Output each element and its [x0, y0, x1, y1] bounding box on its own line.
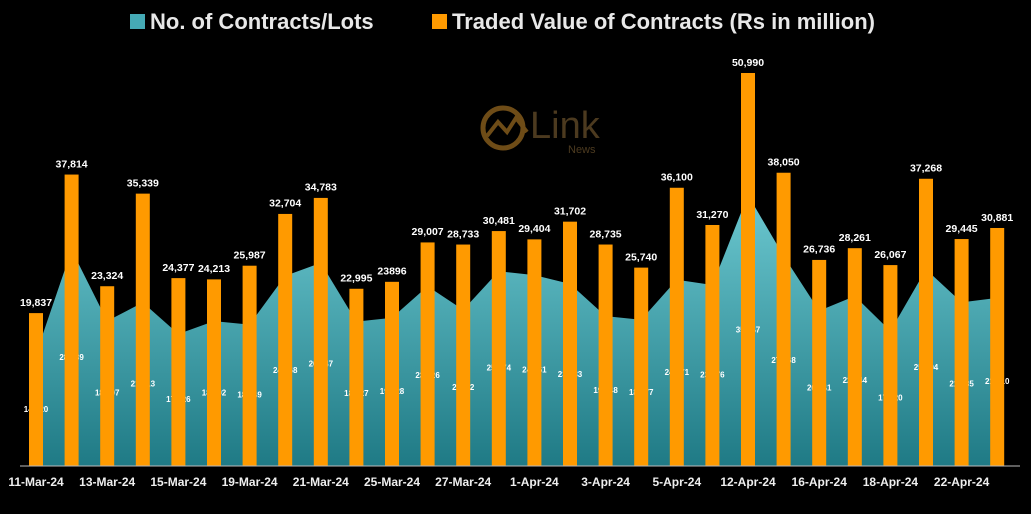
x-tick-label: 21-Mar-24 — [293, 475, 349, 489]
bar-value-label: 22,995 — [340, 273, 372, 285]
bar-value-label: 38,050 — [768, 157, 800, 169]
bar-value-label: 37,268 — [910, 163, 942, 175]
x-tick-label: 19-Mar-24 — [222, 475, 278, 489]
bar-value-label: 25,987 — [234, 249, 266, 261]
x-tick-label: 3-Apr-24 — [581, 475, 630, 489]
bar — [883, 265, 898, 466]
x-tick-label: 1-Apr-24 — [510, 475, 559, 489]
bar — [598, 244, 613, 466]
bar-value-label: 23,324 — [91, 270, 123, 282]
bar — [420, 242, 435, 466]
x-tick-label: 16-Apr-24 — [792, 475, 848, 489]
bar — [171, 278, 186, 466]
bar — [135, 193, 150, 466]
bar — [385, 281, 399, 466]
bar-value-label: 19,837 — [20, 297, 52, 309]
x-tick-label: 11-Mar-24 — [8, 475, 64, 489]
bar — [64, 174, 79, 466]
x-tick-label: 25-Mar-24 — [364, 475, 420, 489]
legend-label: Traded Value of Contracts (Rs in million… — [452, 9, 875, 34]
bar — [491, 231, 506, 466]
bar-value-label: 50,990 — [732, 57, 764, 69]
bar-value-label: 24,377 — [162, 262, 194, 274]
x-tick-label: 22-Apr-24 — [934, 475, 990, 489]
logo-sub: News — [568, 144, 596, 156]
bar — [100, 286, 115, 466]
bar — [990, 227, 1005, 466]
bar-value-label: 26,736 — [803, 244, 835, 256]
bar — [812, 259, 827, 466]
bar — [242, 265, 257, 466]
watermark: Link News — [480, 105, 601, 156]
bar-value-label: 23896 — [377, 266, 406, 278]
x-tick-label: 5-Apr-24 — [652, 475, 701, 489]
bar — [207, 279, 221, 466]
logo-text: Link — [530, 105, 601, 147]
area — [36, 195, 998, 467]
bar-value-label: 35,339 — [127, 177, 159, 189]
x-tick-label: 13-Mar-24 — [79, 475, 135, 489]
bar-value-label: 28,735 — [590, 228, 622, 240]
bar-value-label: 29,404 — [518, 223, 550, 235]
bar-value-label: 29,445 — [946, 223, 978, 235]
legend-label: No. of Contracts/Lots — [150, 9, 374, 34]
bar-value-label: 25,740 — [625, 251, 657, 263]
bar-value-label: 29,007 — [412, 226, 444, 238]
bar-value-label: 28,733 — [447, 228, 479, 240]
bar — [527, 239, 542, 466]
bar — [563, 221, 577, 466]
bar — [705, 224, 720, 466]
bar-value-label: 28,261 — [839, 232, 871, 244]
bar — [776, 172, 791, 466]
bar — [954, 239, 969, 466]
x-tick-label: 18-Apr-24 — [863, 475, 919, 489]
bar — [847, 248, 862, 466]
bar — [313, 197, 328, 466]
x-tick-label: 15-Mar-24 — [150, 475, 206, 489]
bar — [29, 313, 43, 466]
bar — [456, 244, 471, 466]
bar-value-label: 26,067 — [874, 249, 906, 261]
bar-value-label: 32,704 — [269, 198, 301, 210]
bar — [669, 187, 684, 466]
bar — [919, 178, 933, 466]
bar-value-label: 34,783 — [305, 182, 337, 194]
x-tick-label: 12-Apr-24 — [720, 475, 776, 489]
bar — [349, 288, 364, 466]
logo-line — [485, 114, 529, 138]
bar — [278, 213, 293, 466]
bar-value-label: 30,481 — [483, 215, 515, 227]
bar-value-label: 30,881 — [981, 212, 1013, 224]
bar-value-label: 24,213 — [198, 263, 230, 275]
bar-value-label: 31,270 — [696, 209, 728, 221]
bar-value-label: 36,100 — [661, 172, 693, 184]
legend-swatch — [432, 14, 447, 29]
x-tick-label: 27-Mar-24 — [435, 475, 491, 489]
bar-value-label: 31,702 — [554, 205, 586, 217]
bar-value-label: 37,814 — [56, 158, 88, 170]
bar — [634, 267, 649, 466]
legend-swatch — [130, 14, 145, 29]
bar — [741, 73, 755, 466]
